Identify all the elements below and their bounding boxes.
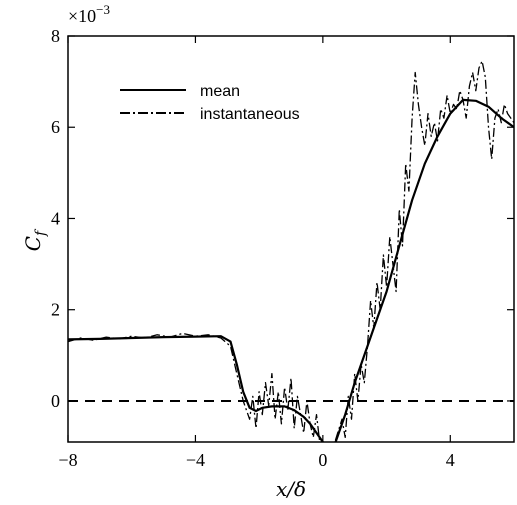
series-line-mean xyxy=(68,98,514,442)
x-tick-label: −4 xyxy=(186,450,205,470)
x-tick-label: 0 xyxy=(318,450,327,470)
plot-frame xyxy=(67,35,515,443)
y-axis-label: Cf xyxy=(21,228,49,251)
y-tick-label: 4 xyxy=(51,208,60,228)
legend: mean instantaneous xyxy=(120,83,300,123)
y-tick-label: 0 xyxy=(51,391,60,411)
x-tick-label: −8 xyxy=(58,450,77,470)
x-axis-label: x/δ xyxy=(276,477,306,501)
y-tick-label: 6 xyxy=(51,117,60,137)
legend-label-instantaneous: instantaneous xyxy=(200,106,300,123)
legend-label-mean: mean xyxy=(200,83,240,100)
series-line-instantaneous xyxy=(68,60,514,442)
y-tick-label: 2 xyxy=(51,300,60,320)
x-tick-label: 4 xyxy=(446,450,455,470)
y-multiplier: ×10−3 xyxy=(68,2,110,26)
y-tick-label: 8 xyxy=(51,26,60,46)
